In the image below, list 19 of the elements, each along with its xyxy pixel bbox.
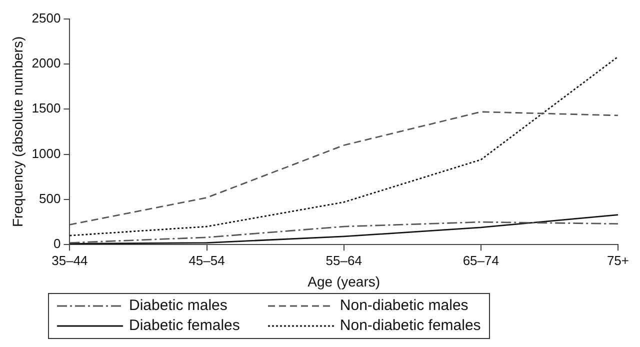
y-axis-title: Frequency (absolute numbers) xyxy=(9,36,26,228)
legend-label: Non-diabetic females xyxy=(340,316,481,336)
x-tick-label: 75+ xyxy=(606,252,630,268)
legend-label: Diabetic females xyxy=(129,316,240,336)
legend-label: Diabetic males xyxy=(129,296,228,316)
x-tick-label: 45–54 xyxy=(188,252,225,268)
y-tick-label: 500 xyxy=(39,191,61,206)
x-tick-label: 65–74 xyxy=(462,252,499,268)
y-tick-label: 2000 xyxy=(32,56,61,71)
y-tick-label: 2500 xyxy=(32,10,61,26)
line-series xyxy=(69,111,619,226)
x-axis-title: Age (years) xyxy=(308,273,380,290)
line-series xyxy=(69,56,619,236)
y-tick-label: 1000 xyxy=(32,146,61,161)
y-tick-label: 1500 xyxy=(32,100,61,116)
x-tick-label: 55–64 xyxy=(326,252,362,268)
legend-label: Non-diabetic males xyxy=(340,296,468,316)
x-tick-label: 35–44 xyxy=(52,252,88,268)
y-tick-label: 0 xyxy=(53,236,61,252)
